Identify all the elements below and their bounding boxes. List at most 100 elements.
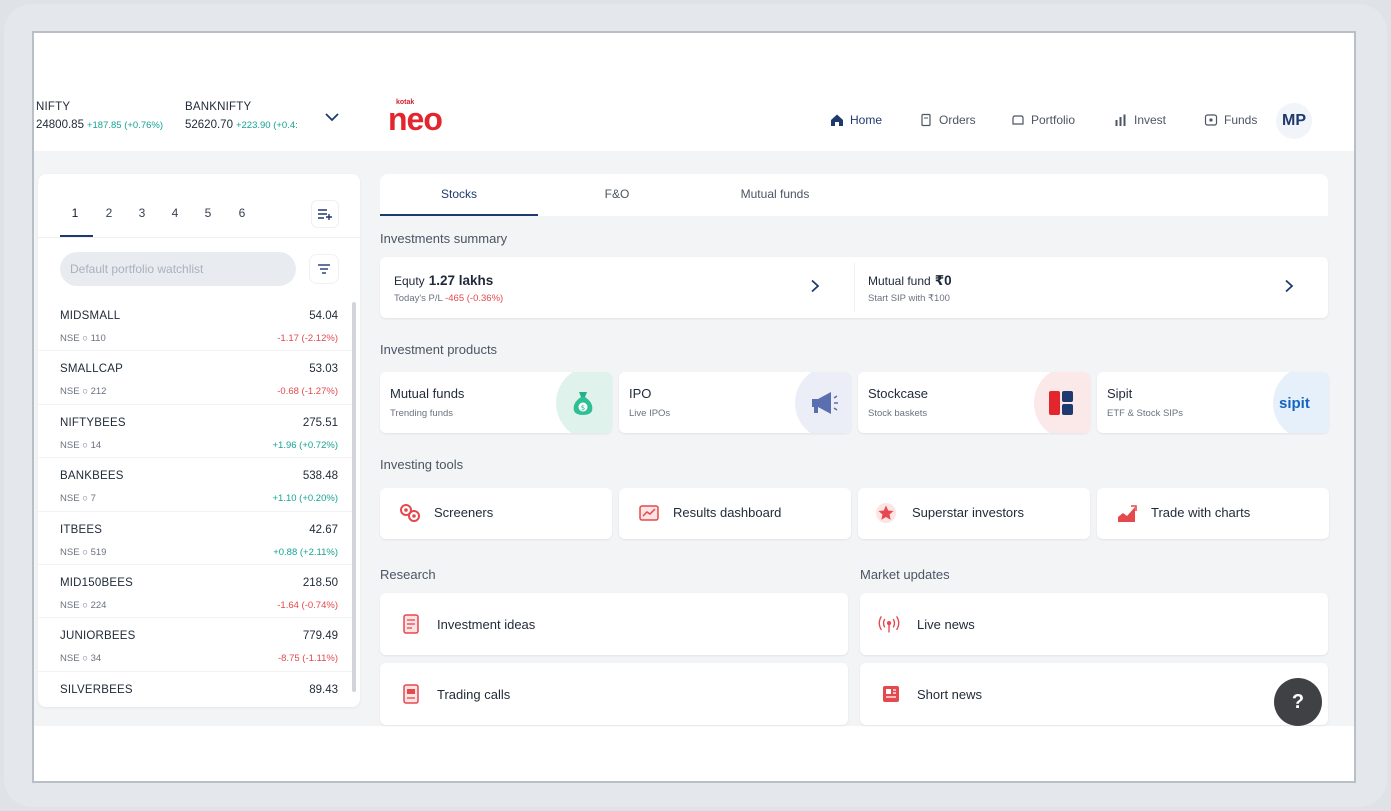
add-watchlist-button[interactable] — [311, 200, 339, 228]
tab-mutual-funds[interactable]: Mutual funds — [740, 187, 810, 201]
filter-icon — [318, 264, 330, 274]
exchange-qty: NSE ○ 34 — [60, 653, 101, 664]
tool-screeners[interactable]: Screeners — [380, 488, 612, 539]
tab-stocks[interactable]: Stocks — [440, 187, 477, 201]
watchlist-row[interactable]: MID150BEES NSE ○ 224 218.50 -1.64 (-0.74… — [38, 565, 356, 619]
watchlist-tab-3[interactable]: 3 — [138, 206, 146, 220]
watchlist-row[interactable]: MIDSMALL NSE ○ 110 54.04 -1.17 (-2.12%) — [38, 298, 356, 352]
market-label: Short news — [917, 687, 983, 702]
exchange: NSE — [60, 333, 80, 344]
product-title: Sipit — [1107, 386, 1133, 401]
watchlist-row[interactable]: ITBEES NSE ○ 519 42.67 +0.88 (+2.11%) — [38, 512, 356, 565]
chevron-right-icon[interactable] — [808, 279, 822, 293]
watchlist-row[interactable]: NIFTYBEES NSE ○ 14 275.51 +1.96 (+0.72%) — [38, 405, 356, 459]
summary-card: Equty 1.27 lakhs Today's P/L -465 (-0.36%… — [380, 257, 1328, 318]
ltp: 218.50 — [302, 576, 338, 589]
watchlist-row[interactable]: SMALLCAP NSE ○ 212 53.03 -0.68 (-1.27%) — [38, 351, 356, 405]
summary-title: Mutual fund ₹0 — [868, 273, 952, 289]
star-icon — [876, 503, 896, 523]
watchlist-tab-5[interactable]: 5 — [204, 206, 212, 220]
equity-summary[interactable]: Equty 1.27 lakhs Today's P/L -465 (-0.36%… — [380, 257, 854, 318]
svg-text:$: $ — [581, 404, 585, 412]
chevron-down-icon[interactable] — [324, 111, 340, 123]
change: +1.10 (+0.20%) — [272, 493, 339, 505]
qty: 224 — [90, 599, 107, 611]
mutual-fund-summary[interactable]: Mutual fund ₹0 Start SIP with ₹100 — [854, 257, 1328, 318]
section-title-summary: Investments summary — [380, 231, 508, 246]
watchlist-tab-6[interactable]: 6 — [238, 206, 246, 220]
product-sipit[interactable]: Sipit ETF & Stock SIPs sipit — [1097, 372, 1329, 433]
watchlist-tab-4[interactable]: 4 — [171, 206, 179, 220]
tool-label: Superstar investors — [912, 505, 1024, 520]
ltp: 538.48 — [302, 470, 338, 483]
research-label: Trading calls — [437, 687, 511, 702]
research-investment-ideas[interactable]: Investment ideas — [380, 593, 848, 655]
product-sub: Live IPOs — [629, 408, 671, 419]
filter-button[interactable] — [309, 254, 339, 284]
symbol: SMALLCAP — [60, 363, 123, 376]
watchlist-row[interactable]: SILVERBEES 89.43 — [38, 672, 356, 707]
stockcase-icon — [1034, 372, 1090, 433]
index-change: +187.85 (+0.76%) — [86, 120, 164, 131]
sipit-icon: sipit — [1273, 372, 1329, 433]
change: -1.17 (-2.12%) — [277, 333, 338, 344]
section-title-products: Investment products — [380, 342, 498, 357]
broadcast-icon — [878, 616, 900, 633]
watchlist-search-input[interactable] — [60, 252, 296, 286]
summary-sub: Today's P/L -465 (-0.36%) — [394, 293, 503, 304]
change: +0.88 (+2.11%) — [273, 546, 338, 558]
portfolio-icon — [1012, 115, 1024, 125]
holding-icon: ○ — [82, 546, 88, 558]
orders-icon — [921, 113, 931, 127]
screener-icon — [400, 504, 420, 522]
symbol: ITBEES — [60, 523, 103, 536]
watchlist-row[interactable]: JUNIORBEES NSE ○ 34 779.49 -8.75 (-1.11%… — [38, 618, 356, 672]
product-mutual-funds[interactable]: Mutual funds Trending funds $ — [380, 372, 612, 433]
tool-label: Trade with charts — [1151, 505, 1251, 520]
research-trading-calls[interactable]: Trading calls — [380, 663, 848, 725]
exchange: NSE — [60, 439, 80, 451]
product-stockcase[interactable]: Stockcase Stock baskets — [858, 372, 1090, 433]
market-short-news[interactable]: Short news — [860, 663, 1328, 725]
symbol: MID150BEES — [60, 576, 133, 589]
news-icon — [883, 686, 899, 702]
product-title: Stockcase — [868, 386, 928, 401]
nav-label: Portfolio — [1031, 113, 1076, 127]
help-button[interactable]: ? — [1274, 678, 1322, 726]
megaphone-icon — [795, 372, 851, 433]
index-banknifty[interactable]: BANKNIFTY 52620.70 +223.90 (+0.4: — [185, 101, 311, 131]
watchlist-tab-2[interactable]: 2 — [105, 206, 113, 220]
exchange: NSE — [60, 386, 80, 398]
exchange-qty: NSE ○ 110 — [60, 333, 106, 344]
watchlist-scrollbar[interactable] — [352, 302, 356, 692]
exchange-qty: NSE ○ 7 — [60, 493, 96, 504]
watchlist-tab-1[interactable]: 1 — [71, 206, 79, 220]
tool-superstar-investors[interactable]: Superstar investors — [858, 488, 1090, 539]
nav-orders[interactable]: Orders — [919, 113, 976, 127]
product-title: IPO — [629, 386, 652, 401]
dashboard-icon — [639, 505, 659, 521]
change: -8.75 (-1.11%) — [277, 653, 338, 665]
nav-portfolio[interactable]: Portfolio — [1011, 113, 1075, 127]
index-nifty[interactable]: NIFTY 24800.85 +187.85 (+0.76%) — [36, 101, 163, 131]
product-sub: Stock baskets — [868, 408, 928, 419]
tab-fno[interactable]: F&O — [604, 187, 630, 201]
tool-results-dashboard[interactable]: Results dashboard — [619, 488, 851, 539]
product-sub: ETF & Stock SIPs — [1107, 408, 1184, 419]
watchlist-row[interactable]: BANKBEES NSE ○ 7 538.48 +1.10 (+0.20%) — [38, 458, 356, 512]
chart-icon — [1118, 505, 1137, 522]
market-live-news[interactable]: Live news — [860, 593, 1328, 655]
nav-home[interactable]: Home — [830, 113, 882, 127]
nav-invest[interactable]: Invest — [1114, 113, 1166, 127]
tool-trade-with-charts[interactable]: Trade with charts — [1097, 488, 1329, 539]
active-tab-indicator — [60, 235, 93, 237]
nav-funds[interactable]: Funds — [1204, 113, 1257, 127]
user-avatar[interactable]: MP — [1276, 103, 1312, 139]
qty: 34 — [90, 653, 102, 665]
kotak-neo-logo[interactable]: kotak neo — [388, 99, 452, 139]
tool-label: Screeners — [434, 505, 494, 520]
product-ipo[interactable]: IPO Live IPOs — [619, 372, 851, 433]
symbol: MIDSMALL — [60, 310, 121, 322]
chevron-right-icon[interactable] — [1282, 279, 1296, 293]
calls-icon — [403, 684, 419, 704]
